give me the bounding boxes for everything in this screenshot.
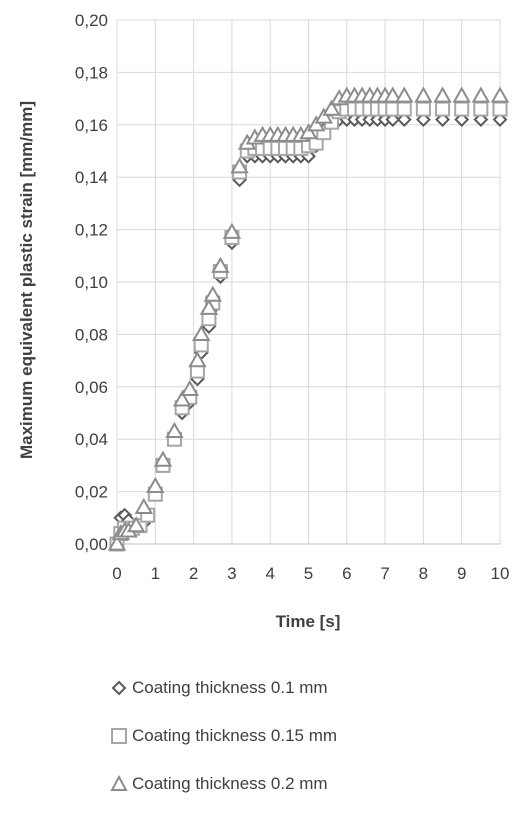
data-point-triangle	[146, 476, 165, 493]
legend-label: Coating thickness 0.2 mm	[132, 774, 328, 793]
legend: Coating thickness 0.1 mm Coating thickne…	[108, 676, 508, 820]
y-axis-title: Maximum equivalent plastic strain [mm/mm…	[17, 101, 36, 459]
square-marker-icon	[111, 728, 127, 744]
data-point-square	[492, 101, 508, 117]
data-point-triangle	[299, 123, 318, 140]
legend-label: Coating thickness 0.1 mm	[132, 678, 328, 697]
data-point-triangle	[383, 86, 402, 103]
data-point-triangle	[414, 86, 433, 103]
data-point-triangle	[165, 421, 184, 438]
y-tick-labels: 0,00 0,02 0,04 0,06 0,08 0,10 0,12 0,14 0,16 0,18…	[75, 11, 108, 554]
x-tick-label: 7	[380, 564, 389, 583]
y-tick-label: 0,00	[75, 535, 108, 554]
data-point-triangle	[126, 516, 146, 533]
legend-item-0: Coating thickness 0.1 mm	[108, 676, 508, 700]
y-tick-label: 0,10	[75, 273, 108, 292]
data-point-triangle	[107, 534, 127, 551]
y-tick-label: 0,14	[75, 168, 108, 187]
data-point-square	[396, 101, 412, 117]
data-point-triangle	[230, 157, 249, 174]
data-point-triangle	[395, 86, 414, 103]
legend-item-2: Coating thickness 0.2 mm	[108, 772, 508, 796]
x-tick-label: 10	[491, 564, 510, 583]
data-point-triangle	[471, 86, 491, 103]
data-point-triangle	[322, 99, 341, 116]
x-tick-label: 8	[419, 564, 428, 583]
legend-label: Coating thickness 0.15 mm	[132, 726, 338, 745]
data-point-square	[435, 101, 451, 117]
data-point-triangle	[192, 324, 211, 342]
data-point-triangle	[433, 86, 452, 103]
diamond-marker-icon	[111, 680, 127, 696]
x-tick-label: 9	[457, 564, 466, 583]
x-tick-labels: 0 1 2 3 4 5 6 7 8 9 10	[112, 564, 509, 583]
chart: 0,00 0,02 0,04 0,06 0,08 0,10 0,12 0,14 0,16 0,18…	[17, 11, 510, 631]
y-tick-label: 0,04	[75, 430, 108, 449]
x-tick-label: 1	[151, 564, 160, 583]
gridlines	[116, 19, 501, 545]
x-tick-label: 3	[227, 564, 236, 583]
data-point-triangle	[211, 256, 230, 273]
data-point-triangle	[134, 497, 154, 514]
triangle-marker-icon	[110, 774, 128, 791]
series-2	[107, 86, 510, 551]
x-tick-label: 5	[304, 564, 313, 583]
data-point-square	[473, 101, 489, 117]
data-point-triangle	[452, 86, 471, 103]
y-tick-label: 0,16	[75, 116, 108, 135]
y-tick-label: 0,08	[75, 325, 108, 344]
data-point-triangle	[490, 86, 510, 103]
y-tick-label: 0,02	[75, 483, 108, 502]
data-point-triangle	[203, 285, 222, 302]
data-point-square	[415, 101, 431, 117]
data-point-triangle	[188, 351, 207, 368]
data-series	[107, 86, 510, 552]
data-point-square	[454, 101, 470, 117]
x-tick-label: 0	[112, 564, 121, 583]
data-point-triangle	[172, 390, 192, 407]
data-point-triangle	[222, 222, 242, 239]
y-tick-label: 0,18	[75, 63, 108, 82]
data-point-triangle	[199, 298, 219, 315]
x-tick-label: 6	[342, 564, 351, 583]
x-axis-title: Time [s]	[276, 612, 341, 631]
legend-item-1: Coating thickness 0.15 mm	[108, 724, 508, 748]
x-tick-label: 4	[265, 564, 274, 583]
data-point-triangle	[153, 450, 173, 467]
y-tick-label: 0,20	[75, 11, 108, 30]
data-point-triangle	[314, 107, 334, 124]
y-tick-label: 0,06	[75, 378, 108, 397]
x-tick-label: 2	[189, 564, 198, 583]
data-point-triangle	[180, 379, 199, 397]
data-point-triangle	[306, 115, 326, 132]
y-tick-label: 0,12	[75, 221, 108, 240]
